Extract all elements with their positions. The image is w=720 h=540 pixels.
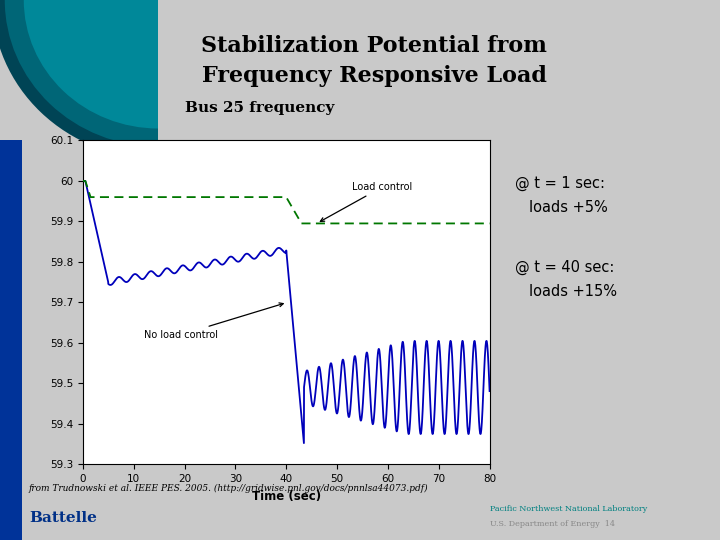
Text: U.S. Department of Energy  14: U.S. Department of Energy 14 [490, 520, 615, 528]
Text: loads +15%: loads +15% [529, 284, 617, 299]
Wedge shape [5, 0, 158, 147]
Text: Load control: Load control [320, 182, 413, 221]
Text: from Trudnowski et al. IEEE PES. 2005. (http://gridwise.pnl.gov/docs/pnnlsa44073: from Trudnowski et al. IEEE PES. 2005. (… [29, 484, 428, 492]
Text: Frequency Responsive Load: Frequency Responsive Load [202, 65, 546, 86]
Text: Stabilization Potential from: Stabilization Potential from [202, 35, 547, 57]
Text: Bus 25 frequency: Bus 25 frequency [184, 101, 334, 115]
Text: Pacific Northwest National Laboratory: Pacific Northwest National Laboratory [490, 505, 647, 512]
Text: loads +5%: loads +5% [529, 200, 608, 215]
Text: @ t = 40 sec:: @ t = 40 sec: [515, 260, 614, 275]
Wedge shape [0, 0, 158, 159]
Text: No load control: No load control [144, 303, 283, 340]
X-axis label: Time (sec): Time (sec) [251, 490, 321, 503]
Text: @ t = 1 sec:: @ t = 1 sec: [515, 176, 605, 191]
Wedge shape [24, 0, 158, 129]
Text: Battelle: Battelle [29, 511, 96, 525]
